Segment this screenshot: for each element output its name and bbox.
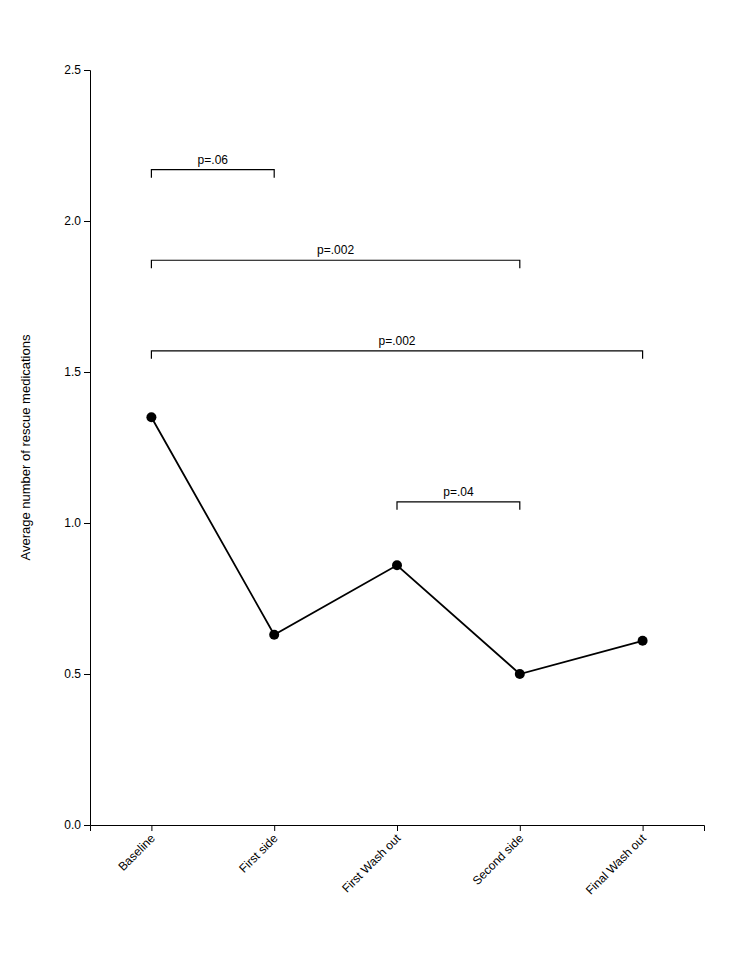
y-tick: 2.0 [64, 214, 90, 228]
x-tick-mark [520, 825, 521, 831]
x-tick-mark [643, 825, 644, 831]
x-tick-label: Final Wash out [583, 831, 650, 898]
x-tick-label: First Wash out [339, 831, 404, 896]
y-axis: 0.0 0.5 1.0 1.5 2.0 2.5 [64, 63, 90, 832]
bracket [151, 260, 519, 268]
y-tick-label: 2.5 [64, 63, 81, 77]
annotation-text: p=.002 [378, 334, 415, 348]
marks [146, 412, 647, 679]
bracket [151, 351, 642, 359]
line [151, 417, 642, 674]
annotation-text: p=.002 [317, 243, 354, 257]
x-tick-label: First side [236, 831, 281, 876]
y-tick: 0.0 [64, 818, 90, 832]
annotation-text: p=.04 [443, 485, 474, 499]
x-tick: First side [236, 825, 281, 876]
y-tick-mark [84, 825, 90, 826]
y-tick: 1.5 [64, 365, 90, 379]
y-tick: 1.0 [64, 516, 90, 530]
x-tick: Baseline [115, 825, 158, 874]
y-axis-line [84, 71, 91, 826]
plot: 0.0 0.5 1.0 1.5 2.0 2.5 Baseline First side Firs… [18, 63, 705, 897]
y-tick-mark [84, 674, 90, 675]
x-tick: Final Wash out [583, 825, 650, 897]
x-tick-label: Second side [470, 831, 527, 888]
y-tick-label: 1.5 [64, 365, 81, 379]
chart: 0.0 0.5 1.0 1.5 2.0 2.5 Baseline First side Firs… [0, 0, 754, 975]
point [638, 636, 648, 646]
point [146, 412, 156, 422]
bracket [397, 502, 520, 510]
x-tick-mark [397, 825, 398, 831]
x-axis-line [91, 826, 705, 832]
y-axis-title: Average number of rescue medications [18, 334, 33, 560]
annotation-text: p=.06 [198, 153, 229, 167]
x-tick-mark [151, 825, 152, 831]
y-tick-mark [84, 221, 90, 222]
y-tick-label: 2.0 [64, 214, 81, 228]
y-tick-label: 0.0 [64, 818, 81, 832]
y-tick-mark [84, 372, 90, 373]
y-tick-label: 0.5 [64, 667, 81, 681]
x-tick-mark [274, 825, 275, 831]
point [269, 630, 279, 640]
y-tick-mark [84, 523, 90, 524]
y-tick-label: 1.0 [64, 516, 81, 530]
y-tick: 2.5 [64, 63, 90, 77]
annotations: p=.06 p=.002 p=.002 p=.04 [151, 153, 642, 510]
x-tick: Second side [470, 825, 527, 888]
x-tick: First Wash out [339, 825, 404, 896]
x-axis: Baseline First side First Wash out Second s… [91, 825, 705, 897]
point [392, 560, 402, 570]
y-tick: 0.5 [64, 667, 90, 681]
point [515, 669, 525, 679]
y-tick-mark [84, 70, 90, 71]
x-tick-label: Baseline [115, 831, 158, 874]
bracket [151, 170, 274, 178]
